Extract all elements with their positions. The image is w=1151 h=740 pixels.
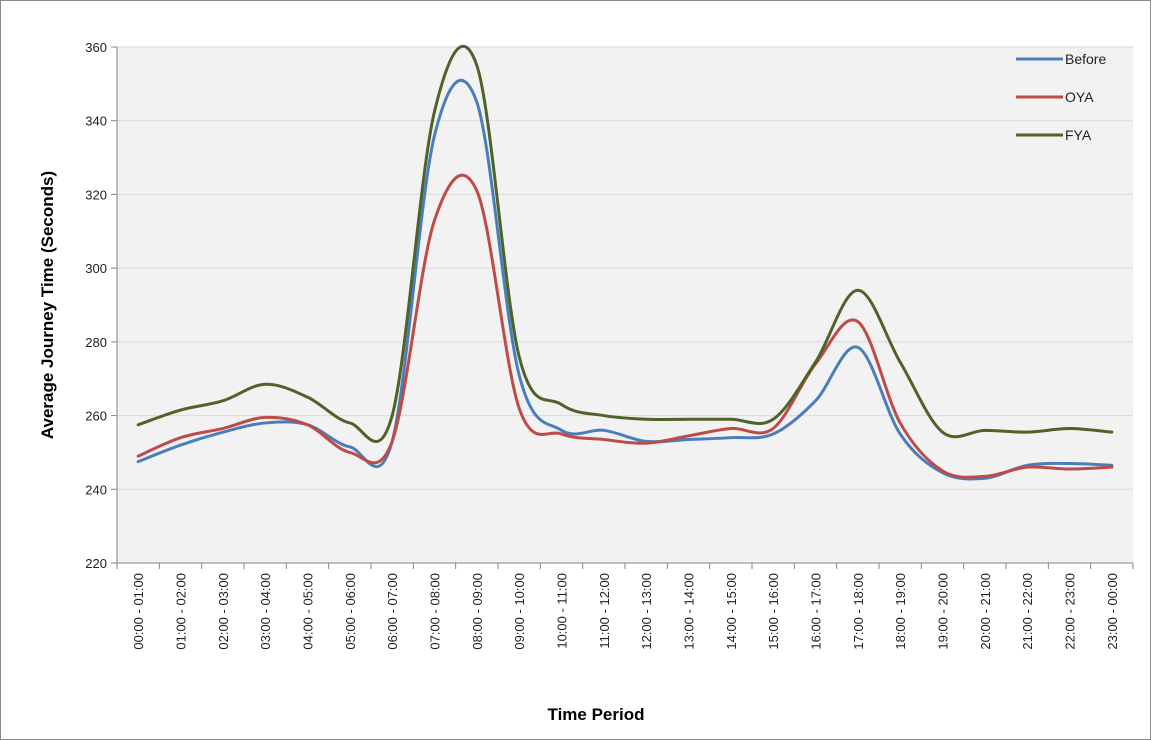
x-tick-label: 10:00 - 11:00 [555,573,570,649]
x-tick-label: 00:00 - 01:00 [131,573,146,650]
y-tick-label: 280 [85,335,107,350]
legend-label: Before [1065,51,1106,67]
x-tick-label: 04:00 - 05:00 [301,573,316,650]
x-tick-label: 19:00 - 20:00 [936,573,951,650]
x-tick-label: 22:00 - 23:00 [1063,573,1078,650]
x-tick-labels: 00:00 - 01:00 01:00 - 02:00 02:00 - 03:00 0… [131,573,1120,650]
y-tick-label: 300 [85,261,107,276]
series-line-fya [136,44,1114,443]
axes [111,46,1134,569]
x-tick-label: 23:00 - 00:00 [1105,573,1120,650]
x-tick-label: 12:00 - 13:00 [639,573,654,650]
x-tick-label: 05:00 - 06:00 [343,573,358,650]
x-tick-label: 02:00 - 03:00 [216,573,231,650]
y-tick-label: 340 [85,114,107,129]
x-tick-label: 21:00 - 22:00 [1020,573,1035,650]
x-tick-label: 07:00 - 08:00 [428,573,443,650]
x-tick-label: 20:00 - 21:00 [978,573,993,650]
x-tick-label: 15:00 - 16:00 [766,573,781,650]
y-tick-label: 240 [85,482,107,497]
legend-label: FYA [1065,127,1092,143]
x-tick-label: 06:00 - 07:00 [385,573,400,650]
x-tick-label: 09:00 - 10:00 [512,573,527,650]
y-tick-label: 360 [85,40,107,55]
series-line-before [136,79,1114,481]
series-line-oya [136,173,1114,479]
series-lines [136,44,1114,481]
x-tick-label: 16:00 - 17:00 [809,573,824,650]
y-tick-label: 220 [85,556,107,571]
x-tick-label: 14:00 - 15:00 [724,573,739,650]
legend-label: OYA [1065,89,1094,105]
gridlines [117,46,1133,490]
legend: Before OYA FYA [1016,51,1106,143]
x-tick-label: 17:00 - 18:00 [851,573,866,650]
y-tick-labels: 220 240 260 280 300 320 340 360 [85,40,107,571]
x-tick-label: 18:00 - 19:00 [893,573,908,650]
plot-area [117,47,1133,563]
y-axis-title: Average Journey Time (Seconds) [38,171,57,439]
y-tick-label: 320 [85,187,107,202]
x-tick-label: 11:00 - 12:00 [597,573,612,649]
x-tick-label: 13:00 - 14:00 [682,573,697,650]
x-tick-label: 01:00 - 02:00 [174,573,189,650]
x-tick-label: 03:00 - 04:00 [258,573,273,650]
x-axis-title: Time Period [548,705,645,724]
y-tick-label: 260 [85,409,107,424]
x-tick-label: 08:00 - 09:00 [470,573,485,650]
